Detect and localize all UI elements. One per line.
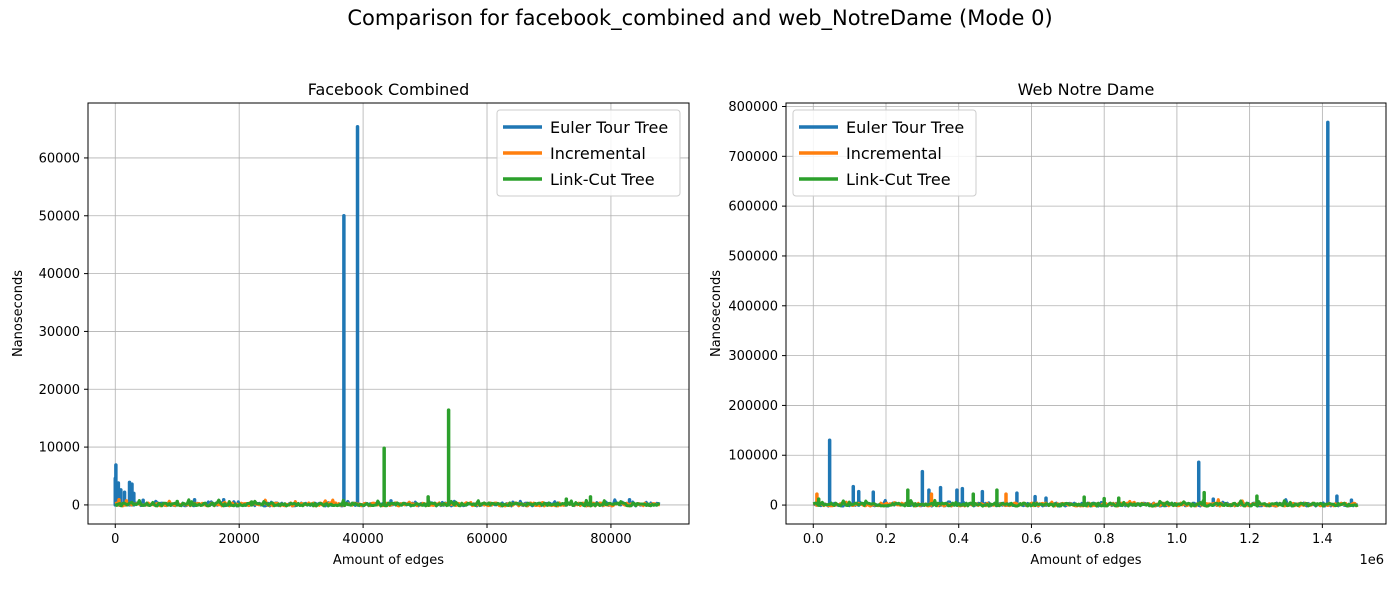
series-link-cut-tree xyxy=(812,488,1359,508)
x-tick-label: 0.6 xyxy=(1021,532,1042,547)
y-tick-label: 400000 xyxy=(728,299,778,314)
x-tick-label: 1.4 xyxy=(1312,532,1333,547)
x-tick-label: 0.4 xyxy=(948,532,969,547)
y-tick-label: 800000 xyxy=(728,100,778,115)
series-link-cut-tree xyxy=(114,408,661,508)
y-tick-label: 500000 xyxy=(728,249,778,264)
legend-label: Euler Tour Tree xyxy=(846,118,964,137)
y-tick-label: 0 xyxy=(72,498,80,513)
x-tick-label: 60000 xyxy=(466,532,507,547)
legend: Euler Tour Tree Incremental Link-Cut Tree xyxy=(496,109,681,197)
y-tick-label: 300000 xyxy=(728,349,778,364)
legend-label: Link-Cut Tree xyxy=(846,170,951,189)
y-tick-label: 20000 xyxy=(39,383,80,398)
x-tick-label: 0.0 xyxy=(803,532,824,547)
x-tick-label: 1.2 xyxy=(1239,532,1260,547)
plot-area xyxy=(812,120,1359,508)
y-tick-label: 10000 xyxy=(39,441,80,456)
x-tick-label: 0.2 xyxy=(876,532,897,547)
x-tick-label: 1.0 xyxy=(1167,532,1188,547)
series-baseline xyxy=(114,498,661,508)
subplot-title: Facebook Combined xyxy=(308,80,470,99)
y-tick-label: 40000 xyxy=(39,267,80,282)
axes-frame xyxy=(87,102,690,525)
subplot-title: Web Notre Dame xyxy=(1018,80,1155,99)
subplot-2: 0.0 0.2 0.4 0.6 0.8 1.0 1.2 1.4 0 100000 200000 300… xyxy=(709,80,1387,568)
y-tick-label: 600000 xyxy=(728,200,778,215)
x-tick-label: 0 xyxy=(111,532,119,547)
y-tick-label: 200000 xyxy=(728,399,778,414)
x-tick-label: 80000 xyxy=(590,532,631,547)
legend-label: Link-Cut Tree xyxy=(550,170,655,189)
y-tick-label: 100000 xyxy=(728,449,778,464)
y-tick-label: 700000 xyxy=(728,150,778,165)
y-axis-label: Nanoseconds xyxy=(709,270,724,357)
legend-label: Incremental xyxy=(846,144,942,163)
subplot-1: 0 20000 40000 60000 80000 0 10000 20000 30000 400… xyxy=(11,80,690,568)
legend-box xyxy=(792,109,977,197)
x-axis-label: Amount of edges xyxy=(1030,553,1141,568)
plot-area xyxy=(113,124,661,508)
y-tick-label: 60000 xyxy=(39,151,80,166)
x-tick-label: 0.8 xyxy=(1094,532,1115,547)
x-offset-label: 1e6 xyxy=(1359,553,1384,568)
axes-frame xyxy=(785,102,1387,525)
y-tick-label: 0 xyxy=(770,499,778,514)
y-tick-label: 50000 xyxy=(39,209,80,224)
x-axis-label: Amount of edges xyxy=(333,553,444,568)
x-tick-label: 40000 xyxy=(342,532,383,547)
figure-title: Comparison for facebook_combined and web… xyxy=(347,6,1053,30)
y-axis-label: Nanoseconds xyxy=(11,270,26,357)
x-tick-label: 20000 xyxy=(218,532,259,547)
y-tick-label: 30000 xyxy=(39,325,80,340)
legend: Euler Tour Tree Incremental Link-Cut Tree xyxy=(792,109,977,197)
legend-label: Euler Tour Tree xyxy=(550,118,668,137)
legend-box xyxy=(496,109,681,197)
legend-label: Incremental xyxy=(550,144,646,163)
